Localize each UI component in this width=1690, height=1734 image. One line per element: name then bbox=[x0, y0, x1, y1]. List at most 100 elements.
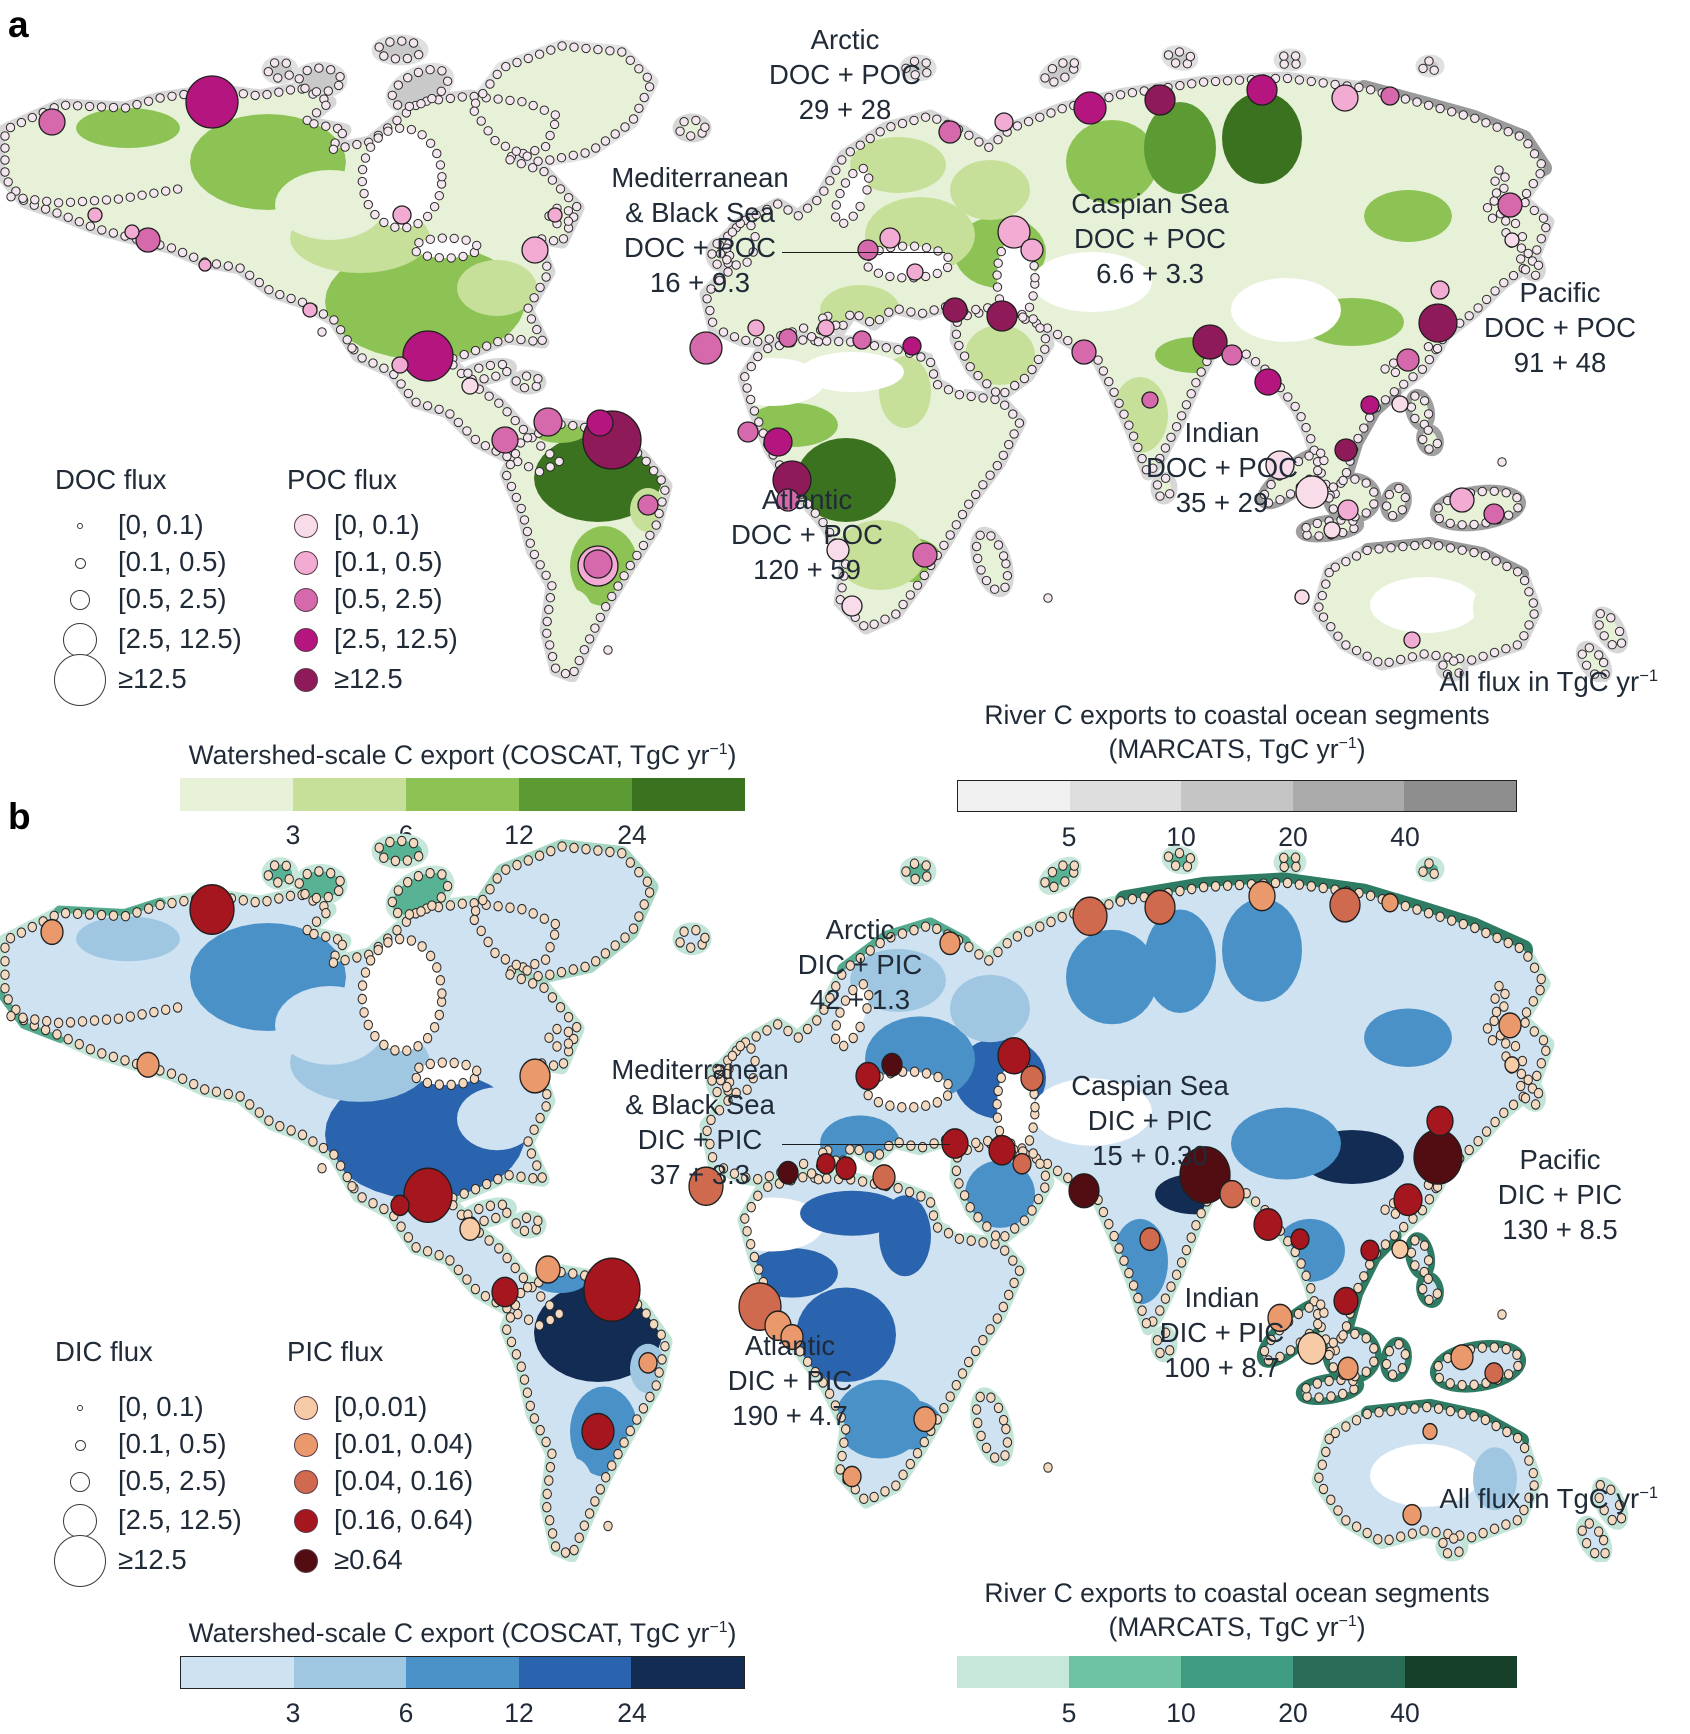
coastal-colorbar-a-bar bbox=[957, 780, 1517, 812]
size-legend-circle-4 bbox=[54, 1535, 106, 1587]
flux-units-note: All flux in TgC yr−1 bbox=[1439, 1483, 1659, 1514]
annotation-arctic-line-2: 29 + 28 bbox=[798, 94, 892, 125]
watershed-colorbar-b-tick-0: 3 bbox=[285, 1698, 301, 1728]
coastal-colorbar-a-segment bbox=[1181, 781, 1293, 811]
annotation-pacific-line-0: Pacific bbox=[1519, 1144, 1601, 1175]
annotation-arctic: Arctic DIC + PIC 42 + 1.3 bbox=[798, 912, 923, 1017]
coastal-colorbar-b-segment bbox=[1181, 1656, 1293, 1688]
watershed-colorbar-b-segment bbox=[181, 1657, 294, 1688]
size-legend-circle-1 bbox=[74, 557, 86, 569]
annotation-mediterranean-line-0: Mediterranean bbox=[611, 1054, 789, 1085]
annotation-indian: Indian DIC + PIC 100 + 8.7 bbox=[1160, 1280, 1285, 1385]
watershed-colorbar-a-segment bbox=[406, 778, 519, 811]
coastal-colorbar-b-segment bbox=[1405, 1656, 1517, 1688]
annotation-atlantic-line-0: Atlantic bbox=[744, 1330, 836, 1361]
color-legend-label-2: [0.04, 0.16) bbox=[334, 1465, 474, 1496]
watershed-colorbar-b-segment bbox=[293, 1657, 407, 1688]
coastal-colorbar-b-tick-3: 40 bbox=[1390, 1698, 1420, 1728]
annotation-arctic-line-1: DOC + POC bbox=[768, 59, 922, 90]
watershed-colorbar-a-tick-2: 12 bbox=[504, 820, 534, 850]
annotation-arctic-line-2: 42 + 1.3 bbox=[809, 984, 911, 1015]
coastal-colorbar-a-tick-0: 5 bbox=[1061, 822, 1077, 852]
annotation-indian-line-1: DOC + POC bbox=[1145, 452, 1299, 483]
annotation-pacific-line-2: 130 + 8.5 bbox=[1502, 1214, 1618, 1245]
annotation-caspian: Caspian Sea DOC + POC 6.6 + 3.3 bbox=[1071, 186, 1228, 291]
size-legend-label-2: [0.5, 2.5) bbox=[118, 1465, 227, 1496]
coastal-colorbar-b-segment bbox=[1293, 1656, 1405, 1688]
annotation-mediterranean-line-3: 16 + 9.3 bbox=[649, 267, 751, 298]
color-legend-label-4: ≥12.5 bbox=[334, 663, 403, 694]
coastal-colorbar-a-title-1: (MARCATS, TgC yr−1) bbox=[1108, 734, 1366, 764]
watershed-colorbar-a-segment bbox=[293, 778, 406, 811]
annotation-mediterranean-line-3: 37 + 3.3 bbox=[649, 1159, 751, 1190]
annotation-caspian-line-2: 15 + 0.30 bbox=[1092, 1140, 1208, 1171]
coastal-colorbar-b-title-1: (MARCATS, TgC yr−1) bbox=[1108, 1612, 1366, 1642]
size-legend-label-3: [2.5, 12.5) bbox=[118, 1504, 242, 1535]
annotation-indian: Indian DOC + POC 35 + 29 bbox=[1146, 415, 1298, 520]
coastal-colorbar-b-tick-1: 10 bbox=[1166, 1698, 1196, 1728]
panel-label-b: b bbox=[8, 796, 31, 837]
annotation-atlantic: Atlantic DOC + POC 120 + 59 bbox=[731, 482, 883, 587]
color-legend-label-0: [0, 0.1) bbox=[334, 509, 420, 540]
annotation-indian-line-0: Indian bbox=[1184, 417, 1260, 448]
size-legend-title: DIC flux bbox=[55, 1336, 153, 1367]
coastal-colorbar-b-segment bbox=[957, 1656, 1069, 1688]
watershed-colorbar-a-tick-3: 24 bbox=[617, 820, 647, 850]
watershed-colorbar-b-segment bbox=[518, 1657, 632, 1688]
watershed-colorbar-b-segment bbox=[631, 1657, 744, 1688]
coastal-colorbar-a-segment bbox=[958, 781, 1070, 811]
color-legend-label-2: [0.5, 2.5) bbox=[334, 583, 443, 614]
size-legend-circle-1 bbox=[74, 1439, 86, 1451]
annotation-mediterranean: Mediterranean & Black Sea DOC + POC 16 + 9.… bbox=[611, 160, 788, 300]
river-flux-bubbles bbox=[40, 880, 1522, 1526]
color-legend-circle-4 bbox=[294, 668, 318, 692]
mediterranean-leader-line bbox=[782, 252, 945, 253]
coastal-colorbar-b-segment bbox=[1069, 1656, 1181, 1688]
size-legend-label-4: ≥12.5 bbox=[118, 1544, 187, 1575]
size-legend-title: DOC flux bbox=[55, 464, 167, 495]
coastal-colorbar-a-segment bbox=[1292, 781, 1405, 811]
size-legend-circle-4 bbox=[54, 654, 106, 706]
coastal-colorbar-b-bar bbox=[957, 1656, 1517, 1688]
size-legend-label-2: [0.5, 2.5) bbox=[118, 583, 227, 614]
color-legend-circle-3 bbox=[294, 628, 318, 652]
annotation-indian-line-0: Indian bbox=[1184, 1282, 1260, 1313]
annotation-caspian-line-1: DOC + POC bbox=[1073, 223, 1227, 254]
color-legend-circle-3 bbox=[294, 1509, 318, 1533]
annotation-pacific-line-0: Pacific bbox=[1519, 277, 1601, 308]
annotation-mediterranean: Mediterranean & Black Sea DIC + PIC 37 + 3.… bbox=[611, 1052, 788, 1192]
coastal-colorbar-b-title-0: River C exports to coastal ocean segment… bbox=[984, 1578, 1490, 1608]
color-legend-circle-1 bbox=[294, 1433, 318, 1457]
annotation-mediterranean-line-0: Mediterranean bbox=[611, 162, 789, 193]
color-legend-label-3: [0.16, 0.64) bbox=[334, 1504, 474, 1535]
watershed-colorbar-a-title-0: Watershed-scale C export (COSCAT, TgC yr… bbox=[188, 740, 737, 770]
size-legend-label-0: [0, 0.1) bbox=[118, 1391, 204, 1422]
size-legend-label-3: [2.5, 12.5) bbox=[118, 623, 242, 654]
annotation-caspian: Caspian Sea DIC + PIC 15 + 0.30 bbox=[1071, 1068, 1228, 1173]
watershed-colorbar-b-segment bbox=[406, 1657, 519, 1688]
annotation-arctic: Arctic DOC + POC 29 + 28 bbox=[769, 22, 921, 127]
coastal-colorbar-a-tick-2: 20 bbox=[1278, 822, 1308, 852]
size-legend-circle-2 bbox=[70, 1472, 90, 1492]
size-legend-circle-2 bbox=[70, 590, 90, 610]
color-legend-circle-1 bbox=[294, 551, 318, 575]
color-legend-circle-4 bbox=[294, 1549, 318, 1573]
annotation-indian-line-2: 35 + 29 bbox=[1175, 487, 1269, 518]
annotation-arctic-line-1: DIC + PIC bbox=[797, 949, 923, 980]
size-legend-label-4: ≥12.5 bbox=[118, 663, 187, 694]
annotation-caspian-line-2: 6.6 + 3.3 bbox=[1096, 258, 1204, 289]
watershed-colorbar-a-tick-0: 3 bbox=[285, 820, 301, 850]
color-legend-label-0: [0,0.01) bbox=[334, 1391, 428, 1422]
watershed-colorbar-b-tick-2: 12 bbox=[504, 1698, 534, 1728]
watershed-colorbar-b-tick-1: 6 bbox=[398, 1698, 414, 1728]
annotation-indian-line-1: DIC + PIC bbox=[1159, 1317, 1285, 1348]
coastal-colorbar-a-segment bbox=[1404, 781, 1516, 811]
annotation-atlantic-line-2: 120 + 59 bbox=[753, 554, 861, 585]
color-legend-title: POC flux bbox=[287, 464, 398, 495]
annotation-pacific-line-2: 91 + 48 bbox=[1513, 347, 1607, 378]
watershed-colorbar-a-segment bbox=[180, 778, 293, 811]
annotation-pacific-line-1: DOC + POC bbox=[1483, 312, 1637, 343]
annotation-caspian-line-0: Caspian Sea bbox=[1071, 188, 1229, 219]
size-legend-label-1: [0.1, 0.5) bbox=[118, 1428, 227, 1459]
